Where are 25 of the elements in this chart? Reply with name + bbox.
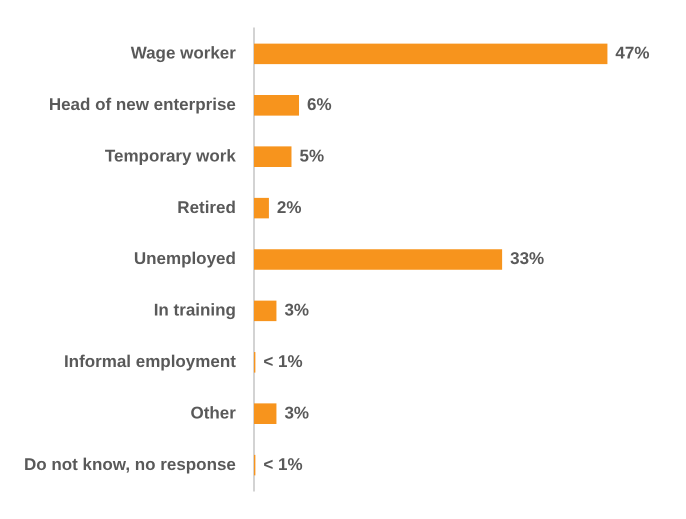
y-tick-label: Wage worker [130,44,236,63]
data-label: 3% [284,300,310,320]
y-tick-label: Temporary work [104,146,236,166]
y-tick-label: In training [154,300,236,320]
data-label: < 1% [263,352,303,371]
data-label: 3% [284,403,310,422]
data-label: 47% [615,44,650,63]
bar [254,146,292,167]
data-label: 2% [276,198,302,217]
y-tick-label: Informal employment [64,352,236,371]
y-tick-label: Do not know, no response [24,454,236,474]
bar [254,95,300,116]
data-label: 33% [510,249,544,268]
data-label: < 1% [263,454,303,474]
y-tick-label: Unemployed [134,249,236,268]
bar [254,249,502,270]
y-tick-label: Retired [177,198,236,217]
bar [254,403,276,424]
bar [254,44,608,64]
bar [254,300,276,322]
data-label: 6% [307,94,332,114]
bar [254,198,269,218]
y-tick-label: Head of new enterprise [48,94,236,114]
y-tick-label: Other [190,403,236,422]
data-label: 5% [299,146,324,166]
